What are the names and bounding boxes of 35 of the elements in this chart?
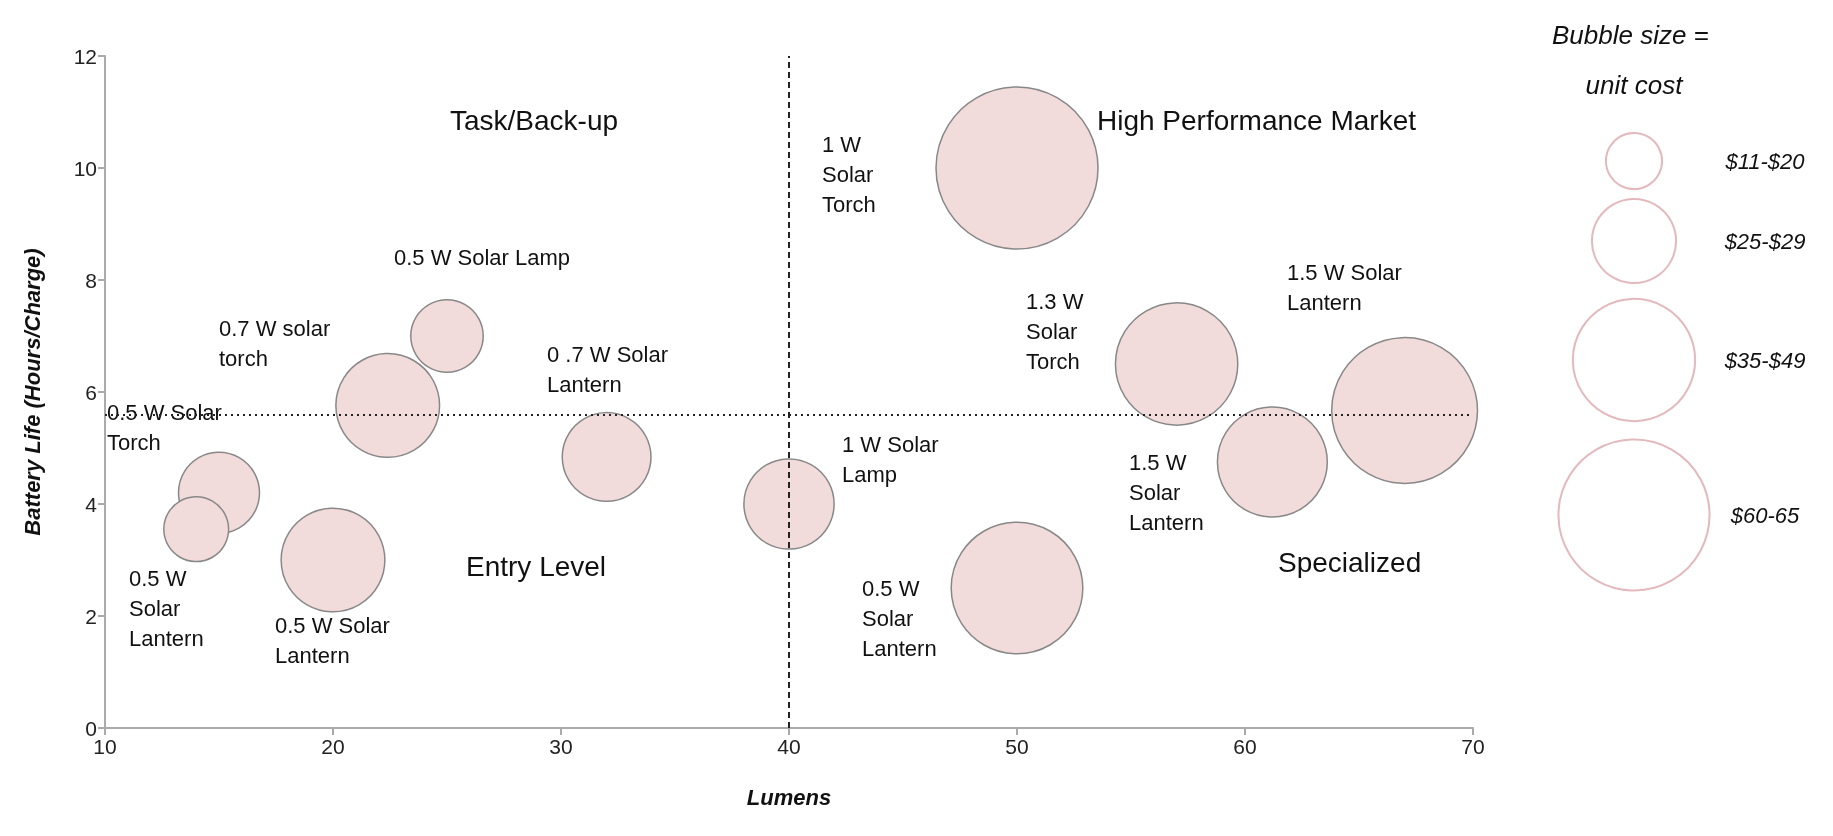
annotation: 0.5 W Solar Lantern: [862, 575, 937, 661]
y-tick-label: 8: [85, 268, 97, 292]
annotation: 0.5 W Solar Lamp: [394, 244, 571, 270]
annotation: 0.7 W solar torch: [219, 315, 331, 371]
legend-label: $35-$49: [1723, 347, 1806, 373]
x-tick-label: 60: [1233, 735, 1257, 758]
annotation: Specialized: [1278, 546, 1422, 578]
annotation: 1 W Solar Lamp: [842, 431, 939, 487]
annotation: 0.5 W Solar Lantern: [129, 565, 204, 651]
annotation: 1 W Solar Torch: [822, 131, 876, 217]
y-axis-title: Battery Life (Hours/Charge): [19, 248, 45, 536]
annotation: 0.5 W Solar Lantern: [275, 612, 390, 668]
legend-title: Bubble size = unit cost: [1551, 20, 1717, 100]
x-tick-label: 70: [1461, 735, 1485, 758]
annotation: 1.5 W Solar Lantern: [1129, 449, 1204, 535]
annotation: Entry Level: [466, 550, 607, 582]
x-axis-title: Lumens: [746, 784, 832, 810]
legend-label: $60-65: [1729, 502, 1801, 528]
y-tick-label: 6: [85, 380, 97, 404]
y-tick-label: 4: [85, 492, 98, 516]
legend-label: $25-$29: [1723, 228, 1806, 254]
annotation: 1.3 W Solar Torch: [1026, 288, 1084, 374]
y-tick-label: 0: [85, 716, 97, 740]
annotation: 1.5 W Solar Lantern: [1287, 259, 1402, 315]
y-tick-label: 2: [85, 604, 97, 628]
x-tick-label: 20: [321, 735, 345, 758]
y-tick-label: 12: [73, 44, 97, 68]
x-tick-label: 40: [777, 735, 801, 758]
y-tick-label: 10: [73, 156, 97, 180]
annotation: High Performance Market: [1097, 104, 1417, 136]
x-tick-label: 50: [1005, 735, 1029, 758]
annotation: 0 .7 W Solar Lantern: [547, 341, 669, 397]
legend-label: $11-$20: [1724, 148, 1806, 174]
annotation: Task/Back-up: [450, 104, 619, 136]
x-tick-label: 30: [549, 735, 573, 758]
